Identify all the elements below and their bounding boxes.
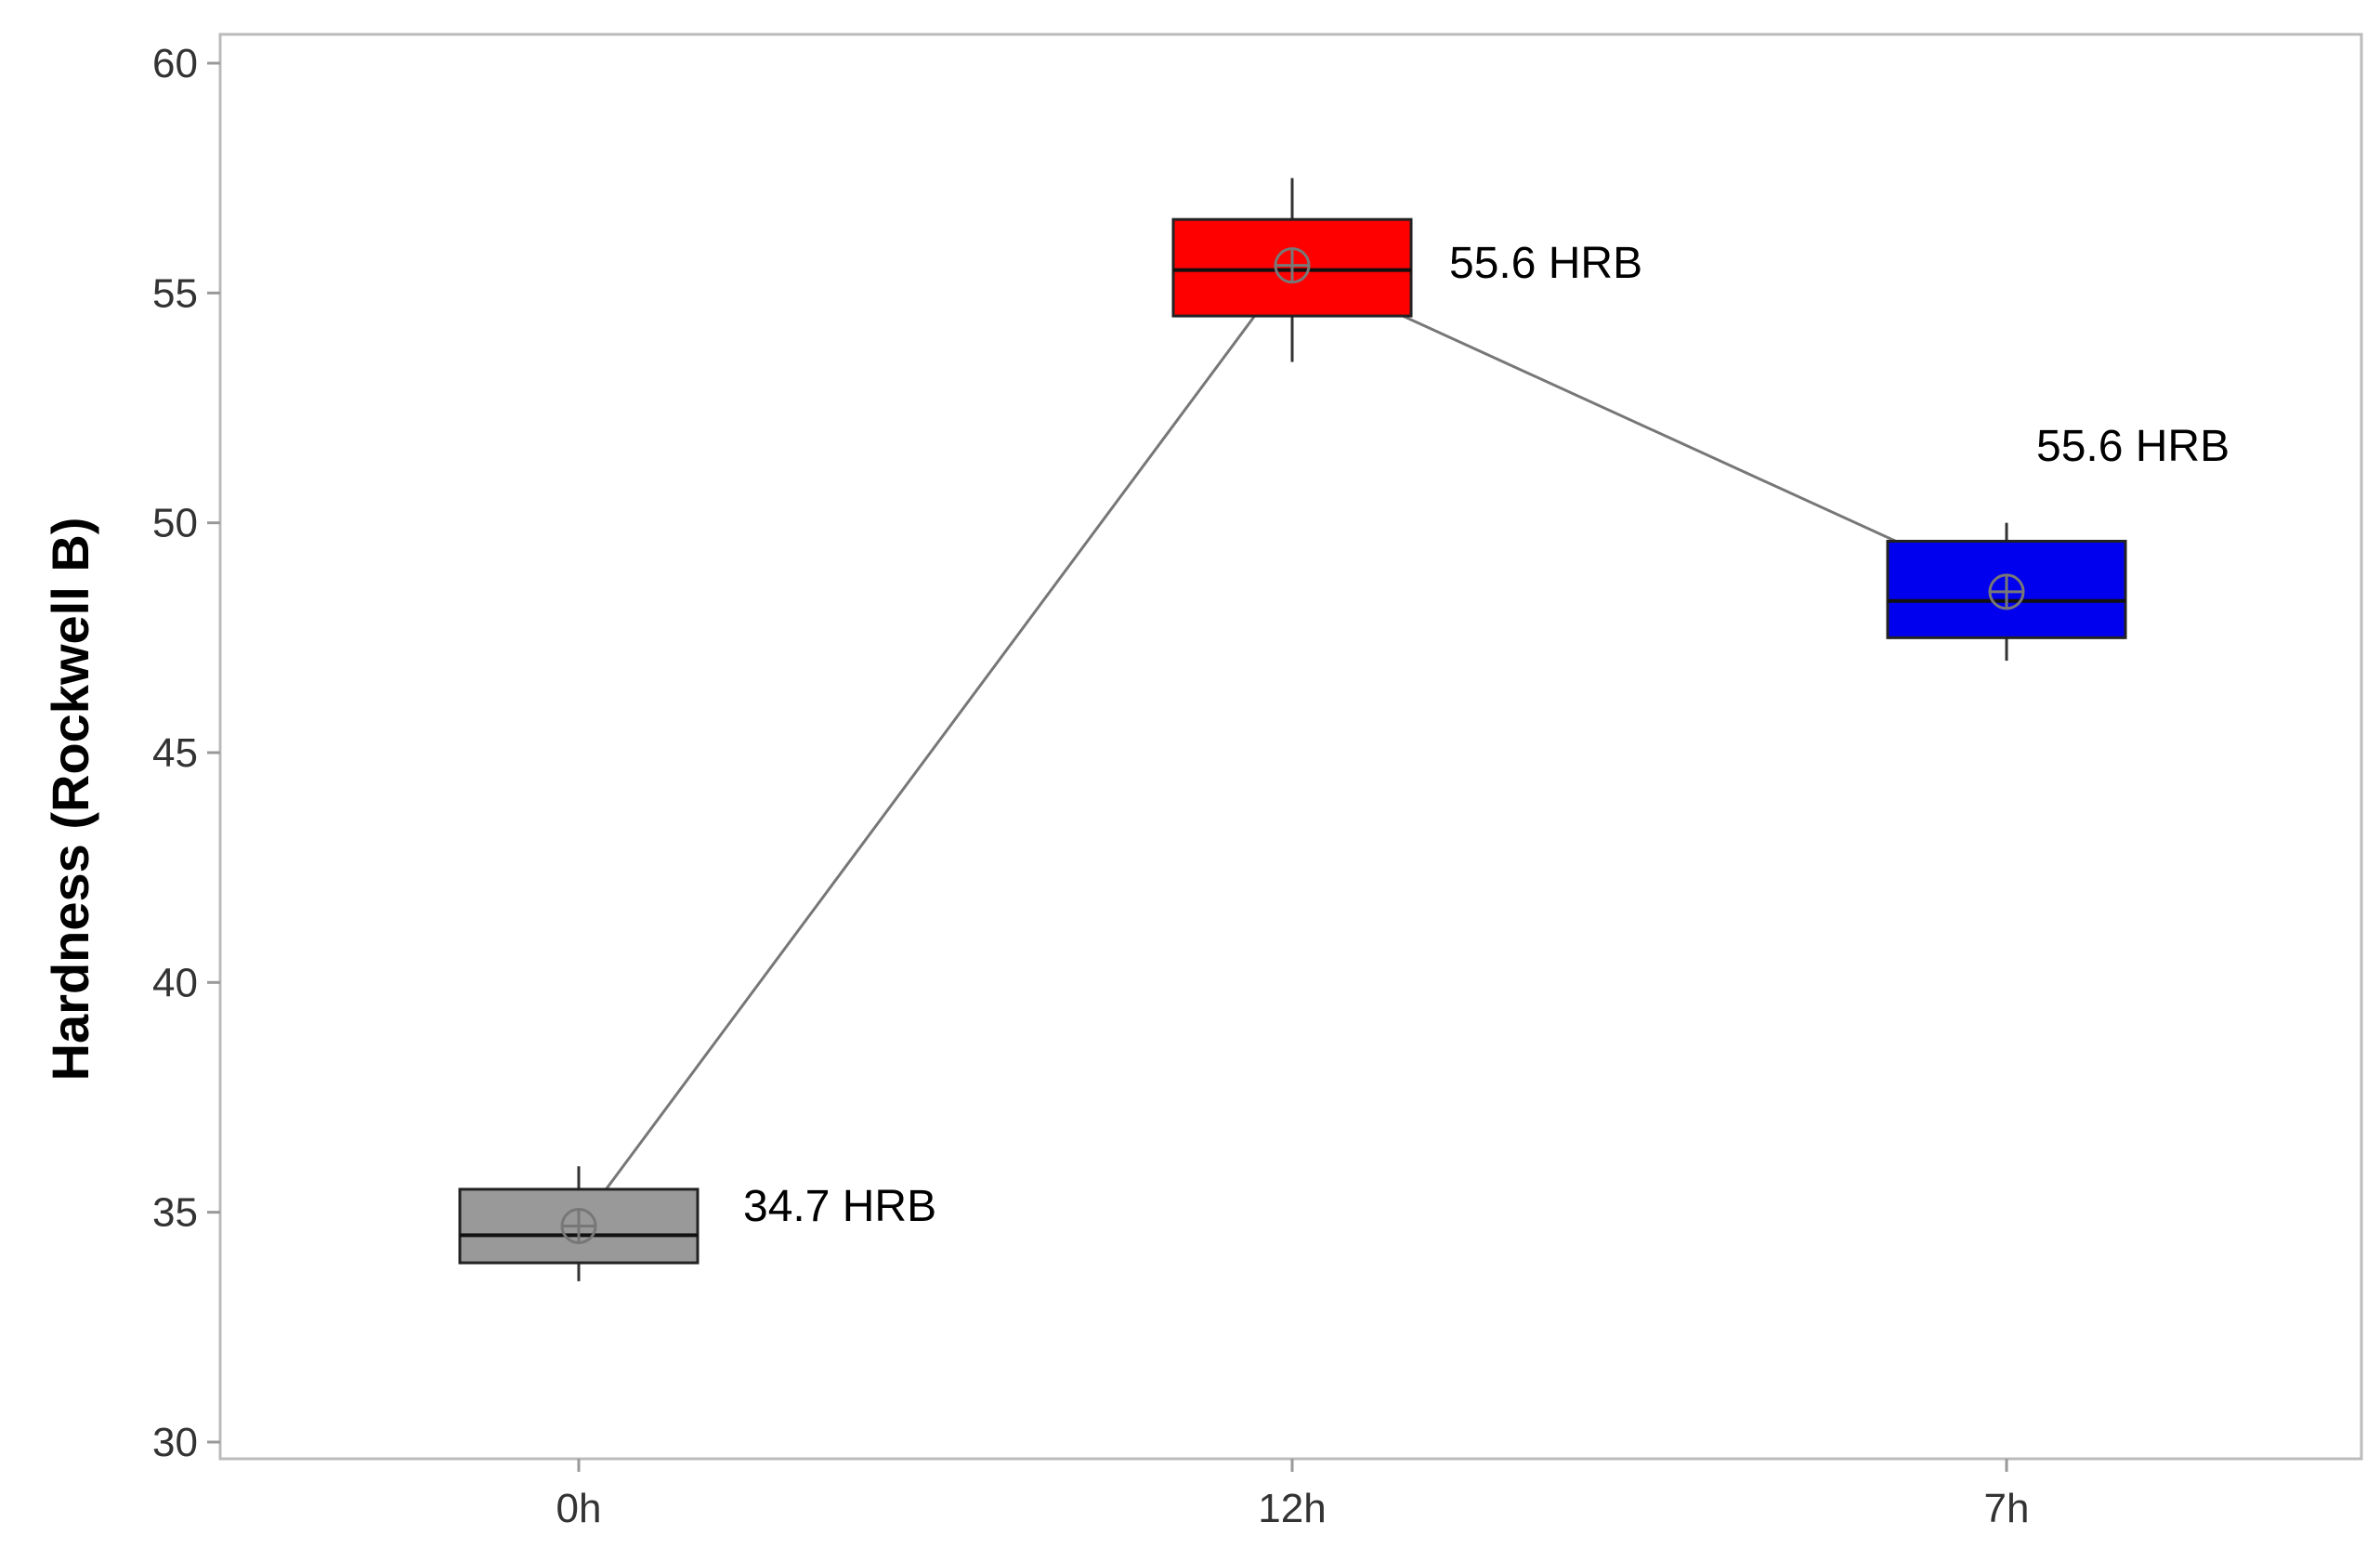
y-tick-label-55: 55 xyxy=(152,270,198,316)
x-axis: 0h 12h 7h xyxy=(556,1459,2030,1531)
y-axis-title: Hardness (Rockwell B) xyxy=(41,518,99,1082)
x-tick-label-0h: 0h xyxy=(556,1486,602,1531)
box-0h xyxy=(458,1166,700,1281)
mean-symbol xyxy=(560,1208,597,1245)
y-axis: 30 35 40 45 50 55 60 xyxy=(152,41,220,1465)
mean-symbol xyxy=(1274,247,1311,284)
boxes xyxy=(458,177,2127,1281)
x-tick-label-7h: 7h xyxy=(1984,1486,2030,1531)
y-tick-label-60: 60 xyxy=(152,41,198,86)
y-tick-label-50: 50 xyxy=(152,501,198,546)
mean-symbol xyxy=(1988,573,2025,610)
x-tick-label-12h: 12h xyxy=(1258,1486,1326,1531)
y-tick-label-40: 40 xyxy=(152,960,198,1005)
y-tick-label-30: 30 xyxy=(152,1420,198,1465)
y-tick-label-45: 45 xyxy=(152,730,198,776)
y-tick-label-35: 35 xyxy=(152,1190,198,1236)
box-12h xyxy=(1171,177,1413,362)
data-label-7h: 55.6 HRB xyxy=(2036,422,2230,471)
box-7h xyxy=(1886,522,2127,662)
data-labels: 34.7 HRB 55.6 HRB 55.6 HRB xyxy=(743,239,2230,1231)
data-label-12h: 55.6 HRB xyxy=(1449,239,1642,288)
data-label-0h: 34.7 HRB xyxy=(743,1182,936,1231)
